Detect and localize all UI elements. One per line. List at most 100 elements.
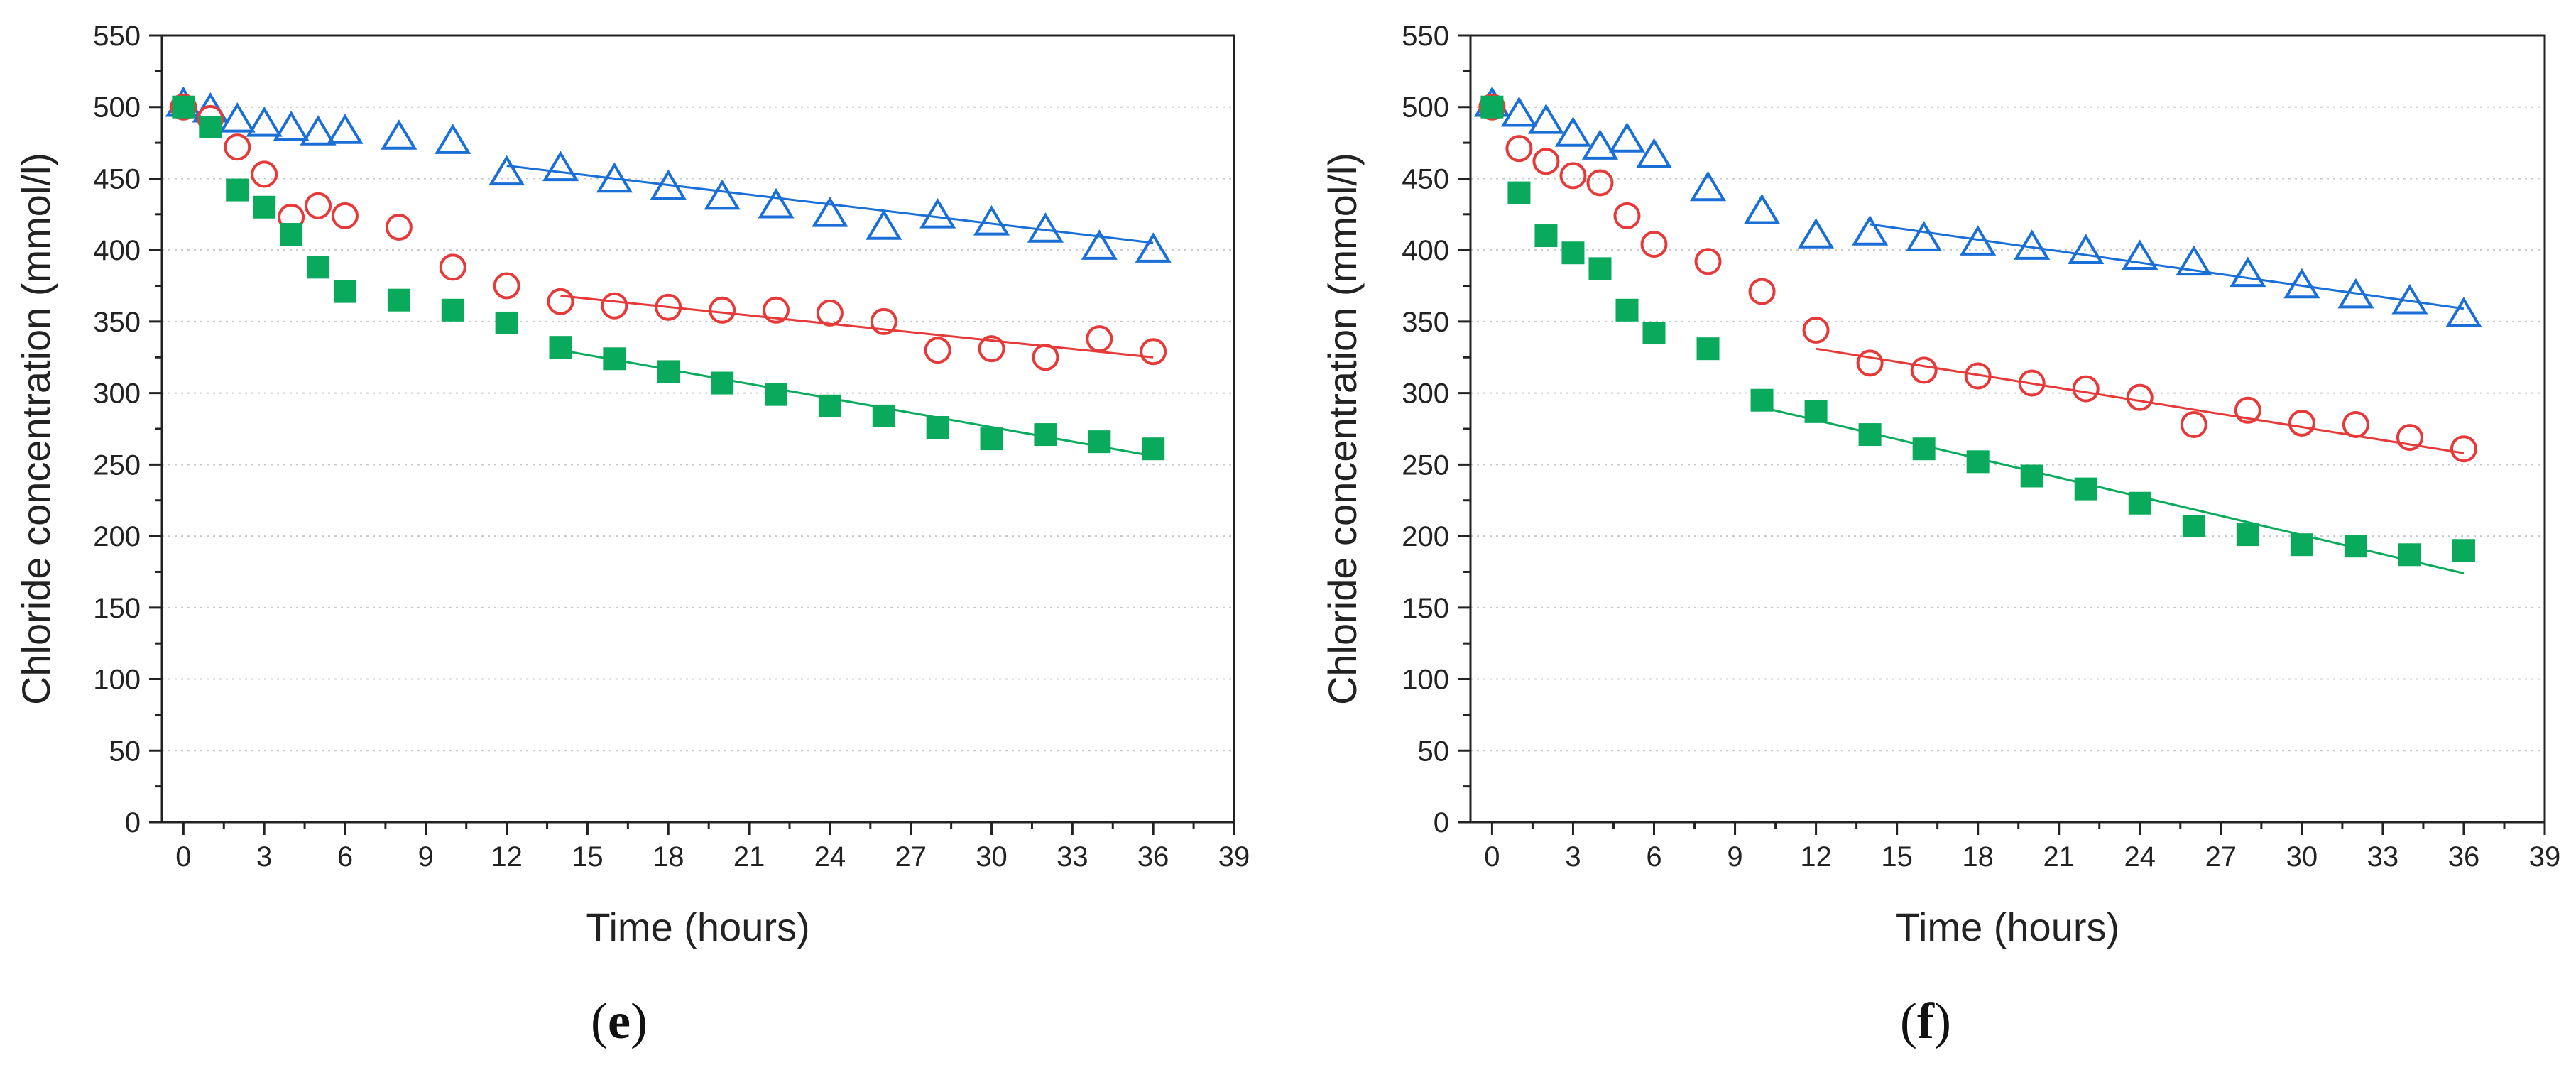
data-point-square — [1642, 322, 1666, 345]
data-point-square — [711, 371, 734, 395]
x-tick-label: 36 — [1137, 841, 1169, 873]
plot-frame — [1469, 34, 2546, 824]
data-point-square — [2452, 539, 2475, 562]
data-point-circle — [1505, 135, 1533, 163]
data-point-circle — [439, 253, 466, 281]
x-tick-label: 33 — [1057, 841, 1088, 873]
data-point-triangle — [327, 114, 364, 144]
data-point-triangle — [1554, 116, 1592, 147]
panel-label: (e) — [591, 993, 648, 1049]
data-point-triangle — [1852, 215, 1889, 246]
y-tick-label: 250 — [1402, 449, 1449, 481]
x-tick-label: 24 — [2124, 841, 2156, 873]
data-point-circle — [1694, 248, 1722, 275]
data-point-triangle — [2391, 283, 2428, 315]
data-point-square — [333, 280, 356, 303]
data-point-triangle — [1798, 218, 1835, 248]
data-point-square — [603, 347, 626, 371]
data-point-triangle — [542, 151, 579, 182]
x-tick-label: 36 — [2448, 841, 2480, 873]
x-tick-label: 3 — [256, 841, 272, 873]
data-point-triangle — [1635, 138, 1673, 168]
data-point-triangle — [2283, 268, 2320, 299]
data-point-circle — [2450, 435, 2477, 463]
data-point-triangle — [1743, 193, 1781, 224]
data-point-circle — [1802, 316, 1830, 344]
data-point-triangle — [1027, 212, 1064, 243]
x-tick-label: 27 — [2205, 841, 2237, 873]
x-tick-label: 18 — [653, 841, 684, 873]
data-point-square — [387, 288, 410, 312]
data-point-square — [307, 256, 330, 279]
data-point-triangle — [866, 209, 902, 240]
data-point-circle — [493, 272, 520, 300]
data-point-square — [1804, 400, 1828, 423]
data-point-square — [1912, 437, 1936, 461]
data-point-square — [1966, 450, 1990, 474]
data-point-circle — [170, 93, 197, 121]
data-point-circle — [2018, 369, 2046, 397]
y-tick-label: 550 — [1402, 21, 1449, 52]
data-point-square — [1034, 423, 1057, 447]
data-point-square — [1615, 298, 1639, 322]
data-point-triangle — [2230, 256, 2266, 288]
y-tick-label: 450 — [1402, 163, 1449, 195]
x-tick-label: 9 — [1727, 841, 1742, 873]
data-point-square — [1696, 337, 1720, 361]
data-point-triangle — [435, 124, 471, 154]
x-tick-label: 15 — [1881, 841, 1913, 873]
x-tick-label: 12 — [1800, 841, 1832, 873]
data-point-square — [2020, 464, 2043, 488]
x-tick-label: 15 — [572, 841, 604, 873]
data-point-square — [1507, 181, 1531, 204]
data-point-triangle — [273, 111, 310, 141]
data-point-square — [2398, 543, 2421, 567]
x-tick-label: 33 — [2367, 841, 2399, 873]
chart-panel-f: 0 3 6 9 12 15 18 21 24 27 30 33 36 390501001502002503… — [1320, 21, 2560, 1049]
y-axis-label: Chloride concentration (mmol/l) — [13, 153, 58, 705]
data-point-circle — [816, 299, 844, 327]
data-point-circle — [385, 213, 413, 241]
data-point-triangle — [2176, 245, 2212, 276]
y-tick-label: 250 — [93, 449, 141, 481]
data-point-triangle — [1081, 229, 1118, 260]
data-point-square — [765, 383, 788, 406]
data-point-triangle — [246, 106, 283, 137]
data-point-triangle — [2122, 239, 2159, 271]
fit-line — [560, 295, 1154, 359]
data-point-circle — [2288, 409, 2315, 437]
data-point-circle — [1613, 202, 1641, 229]
data-point-square — [172, 95, 195, 119]
x-tick-label: 39 — [2529, 841, 2561, 873]
data-point-square — [199, 115, 222, 138]
data-point-square — [657, 360, 680, 383]
x-tick-label: 39 — [1218, 841, 1250, 873]
x-tick-label: 0 — [175, 841, 191, 873]
x-tick-label: 24 — [814, 841, 846, 873]
panel-label: (f) — [1900, 993, 1951, 1049]
y-tick-label: 200 — [1402, 521, 1449, 552]
data-point-triangle — [704, 179, 741, 210]
data-point-square — [549, 336, 572, 359]
y-tick-label: 500 — [93, 92, 141, 124]
data-point-square — [980, 427, 1003, 451]
data-point-circle — [251, 160, 278, 188]
data-point-triangle — [596, 162, 633, 193]
data-point-triangle — [973, 205, 1010, 236]
data-point-square — [2128, 491, 2151, 515]
data-point-circle — [1086, 325, 1113, 353]
data-point-square — [2074, 477, 2097, 501]
data-point-triangle — [919, 197, 956, 229]
data-point-circle — [2180, 410, 2207, 438]
data-point-circle — [1856, 349, 1884, 377]
data-point-triangle — [1500, 96, 1538, 127]
data-point-circle — [305, 192, 332, 219]
y-tick-label: 500 — [1402, 92, 1449, 124]
data-point-triangle — [2068, 234, 2105, 264]
data-point-circle — [1532, 148, 1560, 175]
data-point-circle — [2342, 410, 2369, 438]
y-tick-label: 100 — [1402, 665, 1449, 696]
x-tick-label: 3 — [1565, 841, 1581, 873]
data-point-circle — [601, 292, 628, 320]
